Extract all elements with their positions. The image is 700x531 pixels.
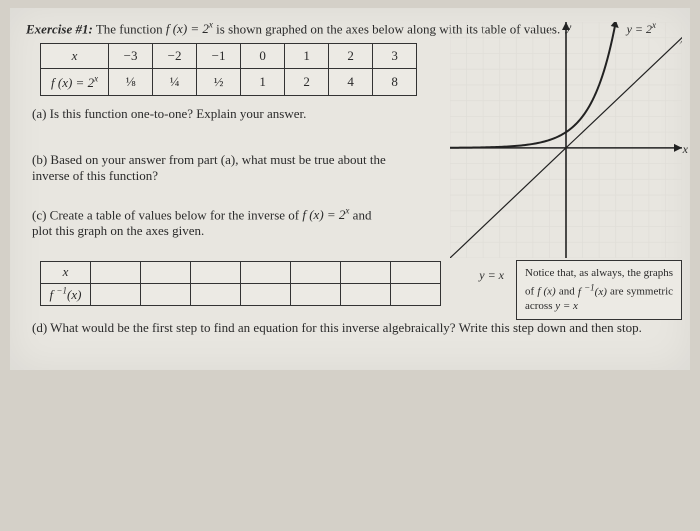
blank-cell [391, 283, 441, 305]
blank-cell [191, 261, 241, 283]
blank-x-header: x [41, 261, 91, 283]
title-text-1: The function [96, 21, 166, 36]
x-cell: 3 [373, 44, 417, 69]
fx-cell: ½ [197, 69, 241, 95]
blank-row-finv: f −1(x) [41, 283, 441, 305]
fx-header: f (x) = 2x [41, 69, 109, 95]
y-axis-label: y [566, 20, 571, 35]
fx-cell: 1 [241, 69, 285, 95]
blank-cell [241, 283, 291, 305]
blank-cell [291, 283, 341, 305]
blank-finv-header: f −1(x) [41, 283, 91, 305]
question-b: (b) Based on your answer from part (a), … [32, 152, 392, 184]
x-cell: 0 [241, 44, 285, 69]
blank-cell [341, 283, 391, 305]
values-table: x −3 −2 −1 0 1 2 3 f (x) = 2x ⅛ ¼ ½ 1 2 … [40, 43, 417, 95]
fx-cell: ⅛ [109, 69, 153, 95]
exercise-label: Exercise #1: [26, 21, 93, 36]
fx-cell: ¼ [153, 69, 197, 95]
func-def: f (x) = 2 [166, 21, 209, 36]
question-d: (d) What would be the first step to find… [32, 320, 672, 336]
x-cell: −3 [109, 44, 153, 69]
x-cell: 1 [285, 44, 329, 69]
table-row-fx: f (x) = 2x ⅛ ¼ ½ 1 2 4 8 [41, 69, 417, 95]
x-cell: −1 [197, 44, 241, 69]
question-a: (a) Is this function one-to-one? Explain… [32, 106, 392, 122]
x-header: x [41, 44, 109, 69]
fx-cell: 4 [329, 69, 373, 95]
blank-cell [91, 283, 141, 305]
x-cell: 2 [329, 44, 373, 69]
blank-cell [91, 261, 141, 283]
blank-table: x f −1(x) [40, 261, 441, 306]
blank-row-x: x [41, 261, 441, 283]
question-c: (c) Create a table of values below for t… [32, 206, 372, 239]
blank-cell [291, 261, 341, 283]
blank-cell [241, 261, 291, 283]
curve-label: y = 2x [627, 20, 656, 37]
yx-line-label: y = x [479, 268, 504, 283]
x-axis-label: x [683, 142, 688, 157]
blank-cell [141, 283, 191, 305]
blank-cell [191, 283, 241, 305]
fx-cell: 8 [373, 69, 417, 95]
x-cell: −2 [153, 44, 197, 69]
fx-cell: 2 [285, 69, 329, 95]
graph-svg [450, 22, 682, 258]
note-box: Notice that, as always, the graphs of f … [516, 260, 682, 320]
graph: y y = 2x x [450, 22, 682, 262]
blank-cell [341, 261, 391, 283]
table-row-x: x −3 −2 −1 0 1 2 3 [41, 44, 417, 69]
blank-cell [141, 261, 191, 283]
blank-cell [391, 261, 441, 283]
func-exp: x [209, 20, 213, 30]
